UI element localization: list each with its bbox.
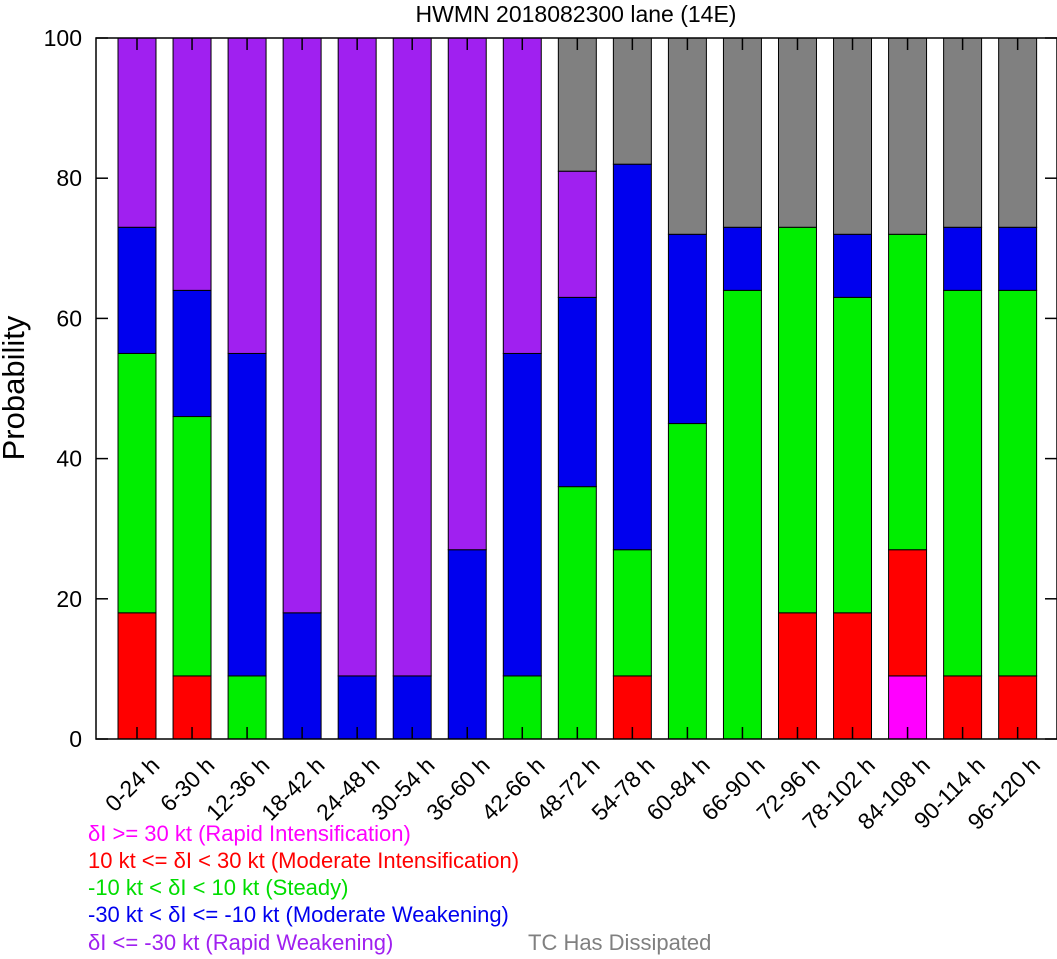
bar-segment-24-48h-s4 <box>337 37 377 677</box>
bars-group <box>117 37 1038 740</box>
bar-segment-0-24h-s4 <box>117 37 157 228</box>
y-tick-label-80: 80 <box>56 165 82 191</box>
bar-segment-0-24h-s2 <box>117 352 157 614</box>
bar-segment-60-84h-s2 <box>667 423 707 740</box>
bar-segment-84-108h-s5 <box>888 37 928 235</box>
bar-segment-78-102h-s2 <box>833 296 873 614</box>
bar-segment-36-60h-s3 <box>447 549 487 740</box>
legend-entry-3: -30 kt < δI <= -10 kt (Moderate Weakenin… <box>88 902 509 927</box>
bar-segment-54-78h-s2 <box>612 549 652 677</box>
legend-entry-2: -10 kt < δI < 10 kt (Steady) <box>88 875 349 900</box>
bar-segment-12-36h-s4 <box>227 37 267 354</box>
bar-segment-42-66h-s3 <box>502 352 542 677</box>
bar-segment-30-54h-s4 <box>392 37 432 677</box>
bar-segment-90-114h-s5 <box>943 37 983 228</box>
legend-entry-5: TC Has Dissipated <box>528 930 712 955</box>
bar-segment-48-72h-s5 <box>557 37 597 172</box>
bar-segment-72-96h-s1 <box>777 612 817 740</box>
y-tick-label-40: 40 <box>56 446 82 472</box>
bar-segment-48-72h-s4 <box>557 170 597 298</box>
bar-segment-78-102h-s1 <box>833 612 873 740</box>
bar-segment-60-84h-s3 <box>667 233 707 425</box>
bar-segment-42-66h-s4 <box>502 37 542 354</box>
bar-segment-90-114h-s3 <box>943 226 983 291</box>
x-tick-label-0: 0-24 h <box>100 752 165 817</box>
bar-segment-36-60h-s4 <box>447 37 487 551</box>
bar-segment-84-108h-s1 <box>888 549 928 677</box>
bar-segment-96-120h-s3 <box>998 226 1038 291</box>
bar-segment-72-96h-s2 <box>777 226 817 614</box>
bar-segment-18-42h-s3 <box>282 612 322 740</box>
bar-segment-78-102h-s3 <box>833 233 873 298</box>
y-axis-label: Probability <box>0 315 31 460</box>
y-tick-label-100: 100 <box>44 25 82 51</box>
bar-segment-60-84h-s5 <box>667 37 707 235</box>
bar-segment-66-90h-s2 <box>722 289 762 740</box>
bar-segment-48-72h-s2 <box>557 486 597 740</box>
bar-segment-66-90h-s3 <box>722 226 762 291</box>
bar-segment-54-78h-s3 <box>612 163 652 551</box>
bar-segment-6-30h-s4 <box>172 37 212 291</box>
chart-title: HWMN 2018082300 lane (14E) <box>416 1 737 27</box>
bar-segment-96-120h-s2 <box>998 289 1038 677</box>
bar-segment-12-36h-s3 <box>227 352 267 677</box>
y-tick-label-0: 0 <box>69 726 82 752</box>
y-tick-label-60: 60 <box>56 305 82 331</box>
y-axis: 0 20 40 60 80 100 <box>44 25 1057 752</box>
bar-segment-54-78h-s5 <box>612 37 652 165</box>
bar-segment-0-24h-s1 <box>117 612 157 740</box>
bar-segment-6-30h-s2 <box>172 416 212 677</box>
bar-segment-96-120h-s5 <box>998 37 1038 228</box>
bar-segment-90-114h-s2 <box>943 289 983 677</box>
bar-segment-66-90h-s5 <box>722 37 762 228</box>
y-tick-label-20: 20 <box>56 586 82 612</box>
bar-segment-72-96h-s5 <box>777 37 817 228</box>
bar-segment-48-72h-s3 <box>557 296 597 488</box>
legend-entry-0: δI >= 30 kt (Rapid Intensification) <box>88 821 411 846</box>
legend-entry-4: δI <= -30 kt (Rapid Weakening) <box>88 930 394 955</box>
bar-segment-0-24h-s3 <box>117 226 157 354</box>
legend-entry-1: 10 kt <= δI < 30 kt (Moderate Intensific… <box>88 848 520 873</box>
bar-segment-78-102h-s5 <box>833 37 873 235</box>
bar-segment-6-30h-s3 <box>172 289 212 418</box>
bar-segment-84-108h-s2 <box>888 233 928 551</box>
bar-segment-18-42h-s4 <box>282 37 322 614</box>
plot-frame <box>95 37 1057 740</box>
